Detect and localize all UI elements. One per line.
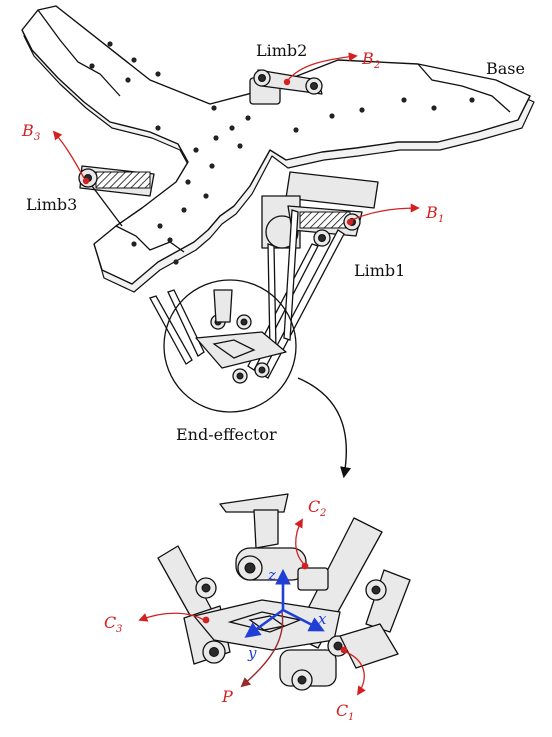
frame-axes — [244, 568, 325, 638]
svg-text:3: 3 — [116, 624, 122, 635]
svg-text:3: 3 — [34, 132, 40, 143]
svg-text:B: B — [21, 121, 34, 140]
svg-text:C: C — [104, 613, 116, 632]
y-axis-label: y — [247, 644, 257, 662]
c1-rotation-arrow — [345, 651, 366, 696]
base-label: Base — [486, 59, 525, 78]
base-holes — [89, 41, 475, 265]
c2-label: C 2 — [308, 497, 326, 519]
limb3-label: Limb3 — [26, 195, 77, 214]
c3-label: C 3 — [104, 613, 122, 635]
x-axis-label: x — [318, 610, 327, 628]
end-effector-label: End-effector — [176, 425, 277, 444]
limb2-upper-arm — [249, 69, 323, 105]
svg-text:1: 1 — [348, 712, 354, 723]
c2-rotation-arrow — [294, 518, 307, 567]
b1-label: B 1 — [425, 203, 444, 225]
limb3-upper-arm — [78, 165, 155, 227]
b3-rotation-arrow — [52, 130, 85, 179]
x-axis-arrow — [282, 608, 325, 632]
b2-label: B 2 — [361, 49, 380, 71]
b2-rotation-arrow — [287, 52, 358, 81]
svg-text:2: 2 — [373, 60, 380, 71]
end-effector-zoomed — [157, 493, 411, 691]
svg-text:C: C — [308, 497, 320, 516]
svg-text:C: C — [336, 701, 348, 720]
svg-text:2: 2 — [319, 508, 326, 519]
zoom-arrow — [297, 377, 352, 479]
limb2-label: Limb2 — [256, 41, 307, 60]
b1-rotation-arrow — [351, 203, 420, 221]
z-axis-label: z — [267, 566, 276, 584]
c1-label: C 1 — [336, 701, 354, 723]
b3-label: B 3 — [21, 121, 40, 143]
limb1-upper-arm — [261, 171, 379, 249]
end-effector-small — [195, 289, 287, 384]
svg-text:1: 1 — [438, 214, 444, 225]
zoom-circle — [163, 279, 297, 413]
limb1-label: Limb1 — [354, 261, 405, 280]
svg-text:B: B — [361, 49, 374, 68]
base-plate — [21, 5, 535, 293]
p-label: P — [221, 687, 233, 706]
p-arrow — [240, 611, 284, 688]
c3-rotation-arrow — [138, 612, 205, 622]
y-axis-arrow — [244, 608, 284, 638]
svg-text:B: B — [425, 203, 438, 222]
